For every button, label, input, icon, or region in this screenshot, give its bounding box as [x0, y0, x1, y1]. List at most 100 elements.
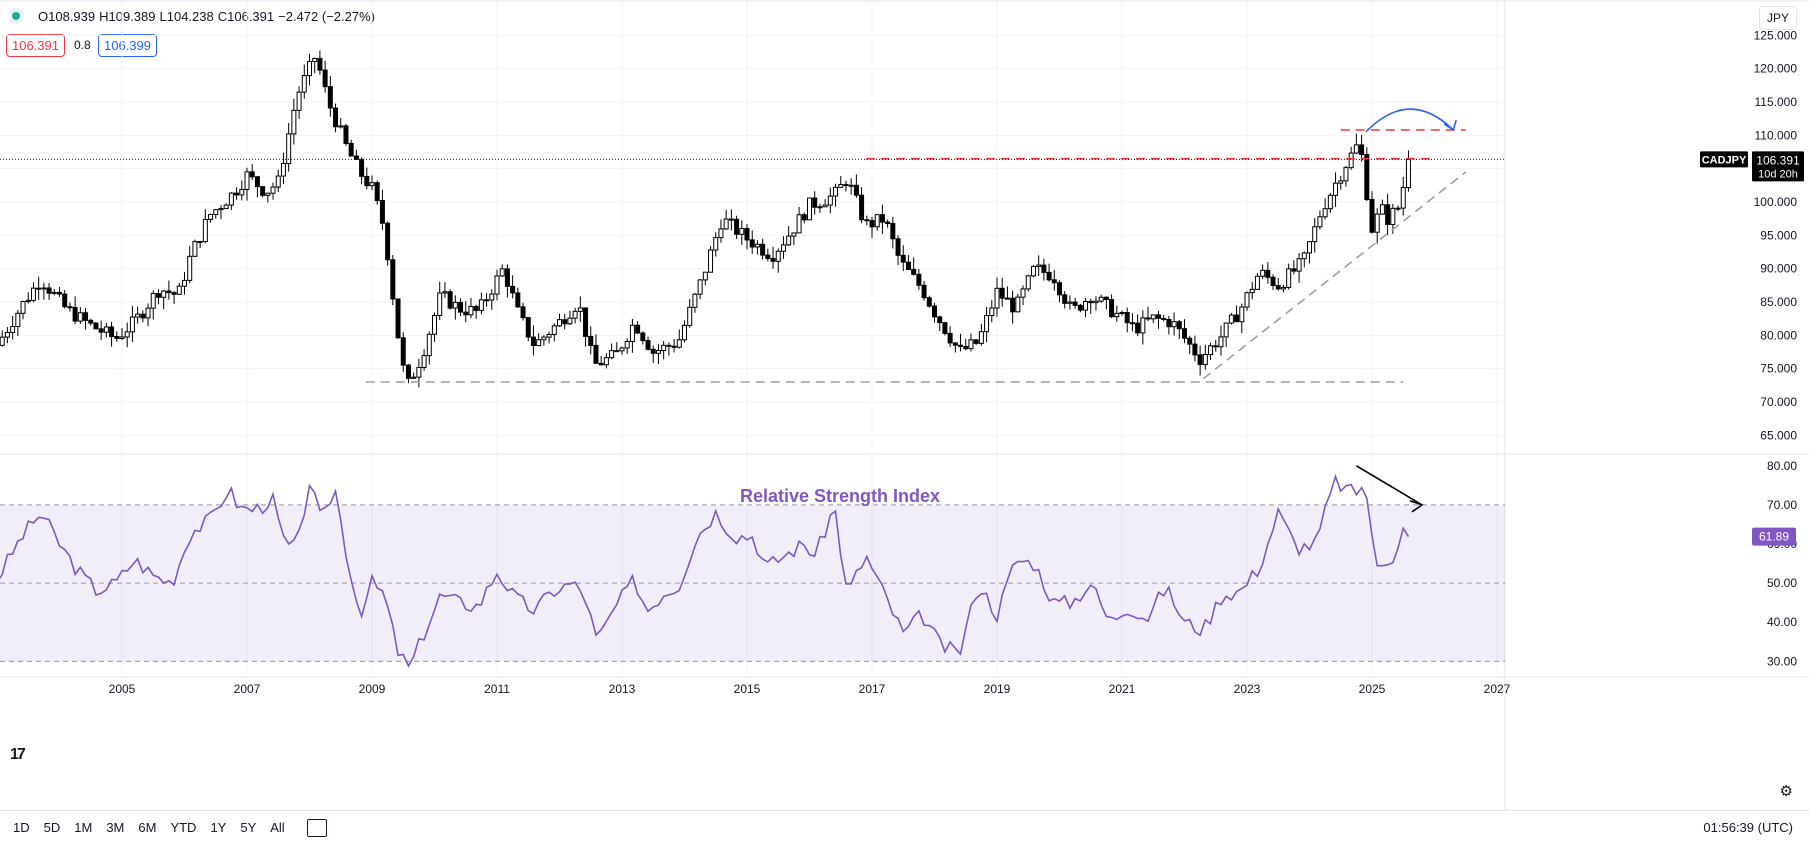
- candle-body: [926, 297, 932, 307]
- time-axis-label: 2011: [484, 682, 510, 696]
- price-axis-label: 65.000: [1760, 428, 1797, 442]
- low-value: L104.238: [159, 8, 214, 24]
- price-axis-label: 100.000: [1754, 195, 1798, 209]
- timeframe-3m[interactable]: 3M: [106, 820, 125, 835]
- candle-body: [890, 223, 896, 240]
- candle-body: [30, 287, 36, 301]
- time-axis-label: 2007: [234, 682, 261, 696]
- time-axis-label: 2017: [859, 682, 886, 696]
- buy-price-button[interactable]: 106.399: [98, 34, 157, 57]
- candle-body: [603, 357, 609, 366]
- candle-body: [312, 57, 318, 62]
- timeframe-buttons: 1D 5D 1M 3M 6M YTD 1Y 5Y All: [13, 820, 285, 835]
- candle-body: [765, 254, 771, 260]
- currency-selector[interactable]: JPY: [1758, 6, 1797, 30]
- candle-body: [734, 218, 740, 235]
- candle-body: [343, 125, 349, 144]
- candle-body: [713, 237, 719, 251]
- candle-body: [228, 192, 234, 206]
- candle-body: [463, 311, 469, 316]
- candle-body: [88, 319, 94, 324]
- candle-body: [166, 290, 172, 294]
- candle-body: [1171, 321, 1177, 328]
- visibility-eye-icon[interactable]: [8, 8, 24, 24]
- candle-body: [119, 336, 125, 339]
- candle-body: [140, 313, 146, 319]
- candle-body: [1374, 213, 1380, 233]
- rsi-axis-label: 70.00: [1767, 498, 1797, 512]
- candle-body: [942, 322, 948, 334]
- candle-body: [1213, 345, 1219, 348]
- candle-body: [182, 279, 187, 287]
- candle-body: [1307, 241, 1312, 254]
- candle-body: [77, 312, 83, 322]
- candle-body: [952, 342, 958, 346]
- price-axis-label: 95.000: [1760, 228, 1797, 242]
- candle-body: [624, 340, 630, 349]
- candle-body: [822, 204, 828, 208]
- candle-body: [458, 301, 464, 313]
- candle-body: [780, 244, 786, 252]
- timeframe-6m[interactable]: 6M: [138, 820, 157, 835]
- candle-body: [786, 235, 792, 246]
- candle-body: [46, 287, 52, 294]
- candle-body: [62, 293, 68, 308]
- candle-body: [1083, 300, 1089, 311]
- candle-body: [270, 186, 276, 194]
- timeframe-5d[interactable]: 5D: [43, 820, 61, 835]
- candle-body: [557, 319, 562, 327]
- candle-body: [1265, 269, 1271, 278]
- candle-body: [932, 305, 937, 318]
- candle-body: [838, 184, 844, 188]
- candle-body: [655, 350, 661, 354]
- candle-body: [218, 208, 224, 211]
- candle-body: [775, 250, 781, 262]
- candle-body: [853, 184, 859, 196]
- candle-body: [1187, 337, 1193, 345]
- candle-body: [202, 218, 208, 242]
- candle-body: [796, 214, 802, 234]
- timeframe-ytd[interactable]: YTD: [170, 820, 197, 835]
- candle-body: [1046, 271, 1052, 281]
- time-axis-label: 2025: [1359, 682, 1386, 696]
- candle-body: [1155, 314, 1161, 319]
- timeframe-1m[interactable]: 1M: [74, 820, 93, 835]
- candle-body: [1145, 317, 1151, 320]
- candle-body: [124, 331, 130, 338]
- timeframe-all[interactable]: All: [270, 820, 285, 835]
- last-price-tag-value: 106.391: [1756, 153, 1800, 167]
- candle-body: [1280, 286, 1286, 290]
- candle-body: [405, 364, 411, 379]
- candle-body: [1057, 282, 1062, 296]
- candle-body: [452, 301, 458, 309]
- candle-body: [801, 214, 807, 221]
- candle-body: [1025, 275, 1031, 290]
- candle-body: [239, 188, 245, 196]
- ohlc-legend: O108.939 H109.389 L104.238 C106.391 −2.4…: [8, 8, 375, 24]
- settings-gear-icon[interactable]: ⚙: [1779, 783, 1793, 800]
- timeframe-1y[interactable]: 1Y: [210, 820, 227, 835]
- candle-body: [1359, 144, 1365, 156]
- close-value: C106.391: [217, 8, 275, 24]
- time-axis-label: 2021: [1109, 682, 1136, 696]
- rsi-value-tag-text: 61.89: [1759, 530, 1789, 544]
- candle-body: [687, 306, 693, 326]
- candle-body: [93, 322, 99, 330]
- time-axis-label: 2009: [359, 682, 386, 696]
- candles: [0, 50, 1411, 388]
- candle-body: [588, 335, 594, 346]
- candle-body: [1312, 226, 1318, 243]
- timeframe-1d[interactable]: 1D: [13, 820, 30, 835]
- timeframe-5y[interactable]: 5Y: [240, 820, 257, 835]
- candle-body: [213, 209, 219, 215]
- candle-body: [650, 348, 656, 354]
- chart-canvas[interactable]: Relative Strength Index 125.000 120.000 115…: [0, 0, 1809, 810]
- candle-body: [577, 307, 583, 312]
- candle-body: [614, 350, 620, 353]
- sell-price-button[interactable]: 106.391: [6, 34, 65, 57]
- calendar-icon[interactable]: [306, 818, 327, 837]
- candle-body: [421, 355, 427, 368]
- clock: 01:56:39 (UTC): [1703, 820, 1793, 835]
- candle-body: [1072, 301, 1078, 306]
- rsi-title: Relative Strength Index: [740, 486, 940, 506]
